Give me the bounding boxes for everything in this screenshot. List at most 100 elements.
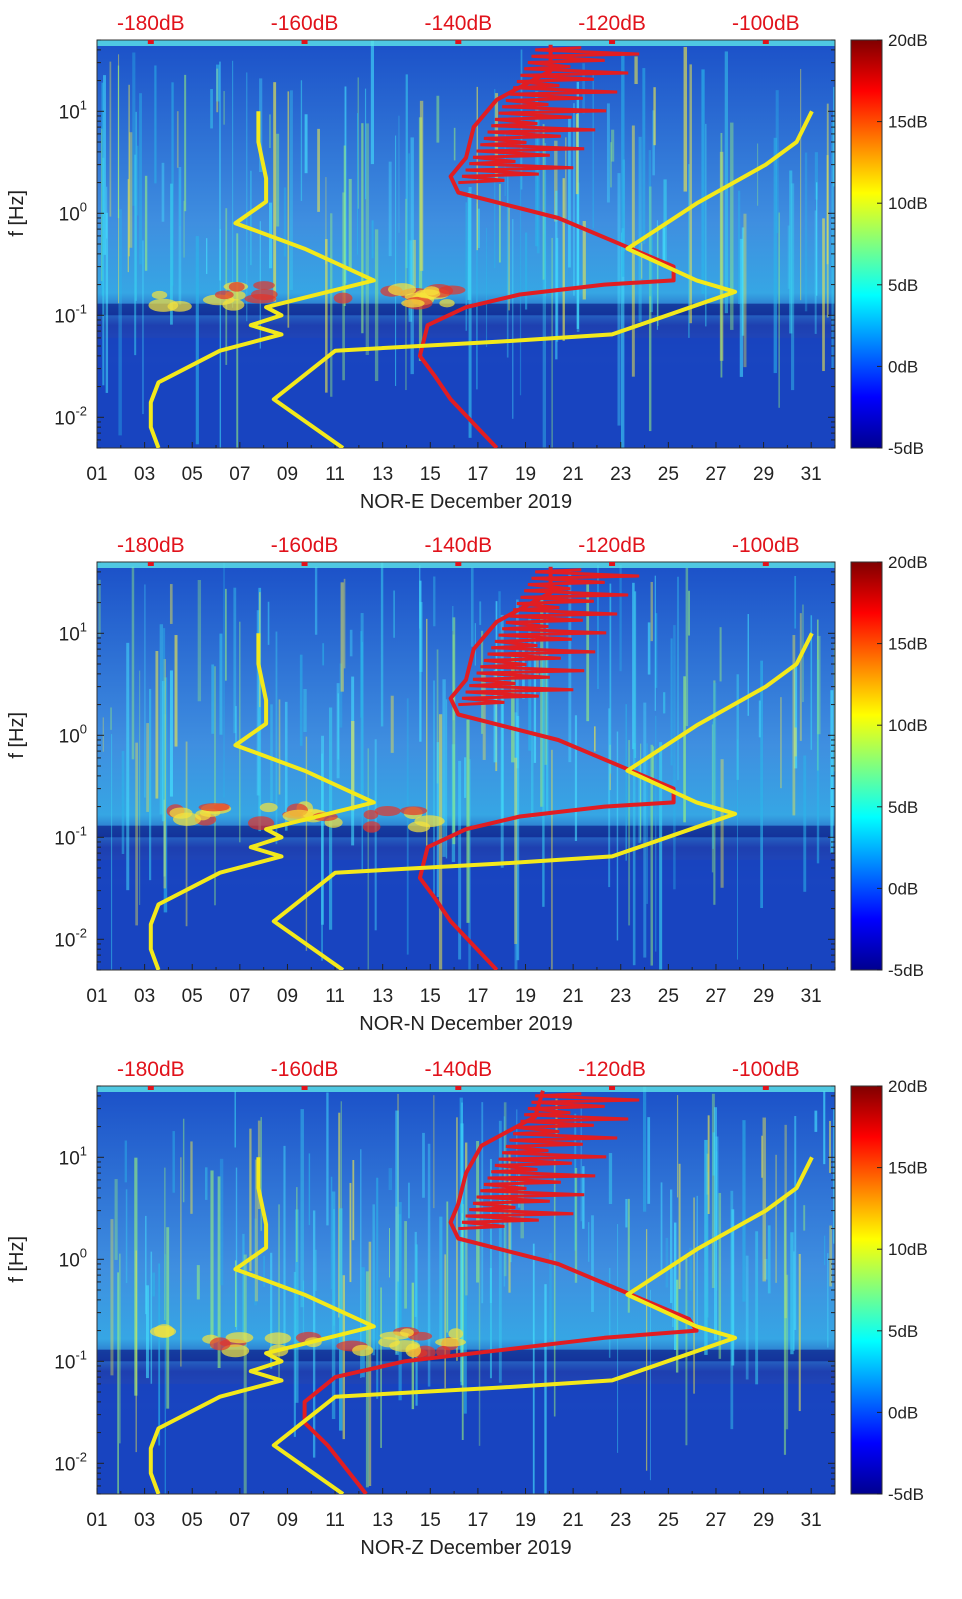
- x-tick-label: 09: [277, 464, 298, 485]
- x-tick-label: 03: [134, 1510, 155, 1531]
- x-tick-label: 01: [86, 986, 107, 1007]
- x-tick-label: 05: [182, 1510, 203, 1531]
- x-tick-label: 19: [515, 986, 536, 1007]
- colorbar-label: 15dB: [888, 113, 928, 132]
- colorbar-label: 20dB: [888, 31, 928, 50]
- x-tick-label: 09: [277, 986, 298, 1007]
- x-tick-label: 27: [705, 1510, 726, 1531]
- top-db-label: -120dB: [578, 534, 646, 557]
- yellow-low-model: [148, 633, 376, 970]
- yellow-high-model: [271, 110, 814, 448]
- top-db-label: -140dB: [424, 12, 492, 35]
- y-tick-label: 101: [59, 1143, 87, 1169]
- x-tick-label: 29: [753, 986, 774, 1007]
- x-tick-label: 01: [86, 1510, 107, 1531]
- x-tick-label: 19: [515, 1510, 536, 1531]
- x-tick-label: 31: [801, 464, 822, 485]
- y-tick-label: 101: [59, 97, 87, 123]
- x-tick-label: 31: [801, 986, 822, 1007]
- x-tick-label: 25: [658, 986, 679, 1007]
- x-tick-label: 17: [467, 464, 488, 485]
- x-tick-label: 17: [467, 1510, 488, 1531]
- red-model-curve: [417, 44, 676, 448]
- y-tick-label: 10-2: [54, 1449, 87, 1475]
- top-db-label: -160dB: [271, 534, 339, 557]
- top-db-label: -180dB: [117, 534, 185, 557]
- colorbar-label: 10dB: [888, 1240, 928, 1259]
- x-axis-title: NOR-N December 2019: [359, 1013, 572, 1035]
- yellow-low-model: [148, 1157, 376, 1494]
- x-tick-label: 15: [420, 1510, 441, 1531]
- colorbar-label: 5dB: [888, 1322, 918, 1341]
- x-tick-label: 23: [610, 464, 631, 485]
- colorbar: [850, 561, 883, 971]
- y-tick-label: 10-2: [54, 925, 87, 951]
- y-axis-title: f [Hz]: [6, 1236, 28, 1283]
- y-tick-label: 100: [59, 721, 87, 747]
- x-tick-label: 21: [563, 464, 584, 485]
- top-db-label: -140dB: [424, 1058, 492, 1081]
- x-tick-label: 05: [182, 464, 203, 485]
- y-tick-label: 100: [59, 199, 87, 225]
- panel-3: 10-2 10-1 100 101 f [Hz] 01 03 05 07 09 11 13 15 17 19…: [6, 1058, 928, 1559]
- panel-1: 10-2 10-1 100 101 f [Hz] 01 03 05 07 09 11 13 15 17 19…: [6, 12, 928, 513]
- spectrogram-image: [97, 40, 835, 448]
- colorbar-label: 10dB: [888, 716, 928, 735]
- colorbar-label: 20dB: [888, 553, 928, 572]
- y-tick-label: 10-1: [54, 1347, 87, 1373]
- x-tick-label: 27: [705, 464, 726, 485]
- top-db-label: -100dB: [732, 534, 800, 557]
- x-tick-label: 07: [229, 986, 250, 1007]
- x-tick-label: 29: [753, 464, 774, 485]
- x-tick-label: 31: [801, 1510, 822, 1531]
- top-db-label: -120dB: [578, 12, 646, 35]
- yellow-high-model: [271, 632, 814, 970]
- x-tick-label: 29: [753, 1510, 774, 1531]
- colorbar-label: -5dB: [888, 961, 924, 980]
- top-db-label: -100dB: [732, 1058, 800, 1081]
- y-tick-label: 10-1: [54, 823, 87, 849]
- colorbar-label: 0dB: [888, 879, 918, 898]
- top-db-label: -180dB: [117, 1058, 185, 1081]
- spectrogram-image: [97, 562, 835, 970]
- x-tick-label: 17: [467, 986, 488, 1007]
- colorbar-label: 10dB: [888, 194, 928, 213]
- colorbar-label: 15dB: [888, 1159, 928, 1178]
- x-tick-label: 07: [229, 464, 250, 485]
- spectrogram-image: [97, 1086, 835, 1494]
- top-db-label: -120dB: [578, 1058, 646, 1081]
- x-tick-label: 05: [182, 986, 203, 1007]
- colorbar-label: -5dB: [888, 1485, 924, 1504]
- x-tick-label: 15: [420, 986, 441, 1007]
- red-curve-detail: [458, 46, 640, 185]
- yellow-high-model: [271, 1156, 814, 1494]
- colorbar-label: 15dB: [888, 635, 928, 654]
- y-tick-label: 10-1: [54, 301, 87, 327]
- x-tick-label: 25: [658, 1510, 679, 1531]
- colorbar-label: 0dB: [888, 357, 918, 376]
- x-axis-title: NOR-Z December 2019: [360, 1537, 571, 1559]
- y-tick-label: 101: [59, 619, 87, 645]
- y-axis-title: f [Hz]: [6, 190, 28, 237]
- colorbar-label: 20dB: [888, 1077, 928, 1096]
- x-tick-label: 11: [325, 464, 345, 485]
- colorbar-label: 0dB: [888, 1403, 918, 1422]
- x-tick-label: 21: [563, 986, 584, 1007]
- red-curve-detail: [458, 1092, 640, 1231]
- colorbar: [850, 1085, 883, 1495]
- top-db-label: -140dB: [424, 534, 492, 557]
- colorbar: [850, 39, 883, 449]
- x-tick-label: 11: [325, 1510, 345, 1531]
- colorbar-label: 5dB: [888, 798, 918, 817]
- x-tick-label: 25: [658, 464, 679, 485]
- x-tick-label: 19: [515, 464, 536, 485]
- x-tick-label: 27: [705, 986, 726, 1007]
- x-tick-label: 09: [277, 1510, 298, 1531]
- x-tick-label: 11: [325, 986, 345, 1007]
- top-db-label: -160dB: [271, 12, 339, 35]
- y-tick-label: 10-2: [54, 403, 87, 429]
- top-db-label: -180dB: [117, 12, 185, 35]
- panel-2: 10-2 10-1 100 101 f [Hz] 01 03 05 07 09 11 13 15 17 19…: [6, 534, 928, 1035]
- x-tick-label: 15: [420, 464, 441, 485]
